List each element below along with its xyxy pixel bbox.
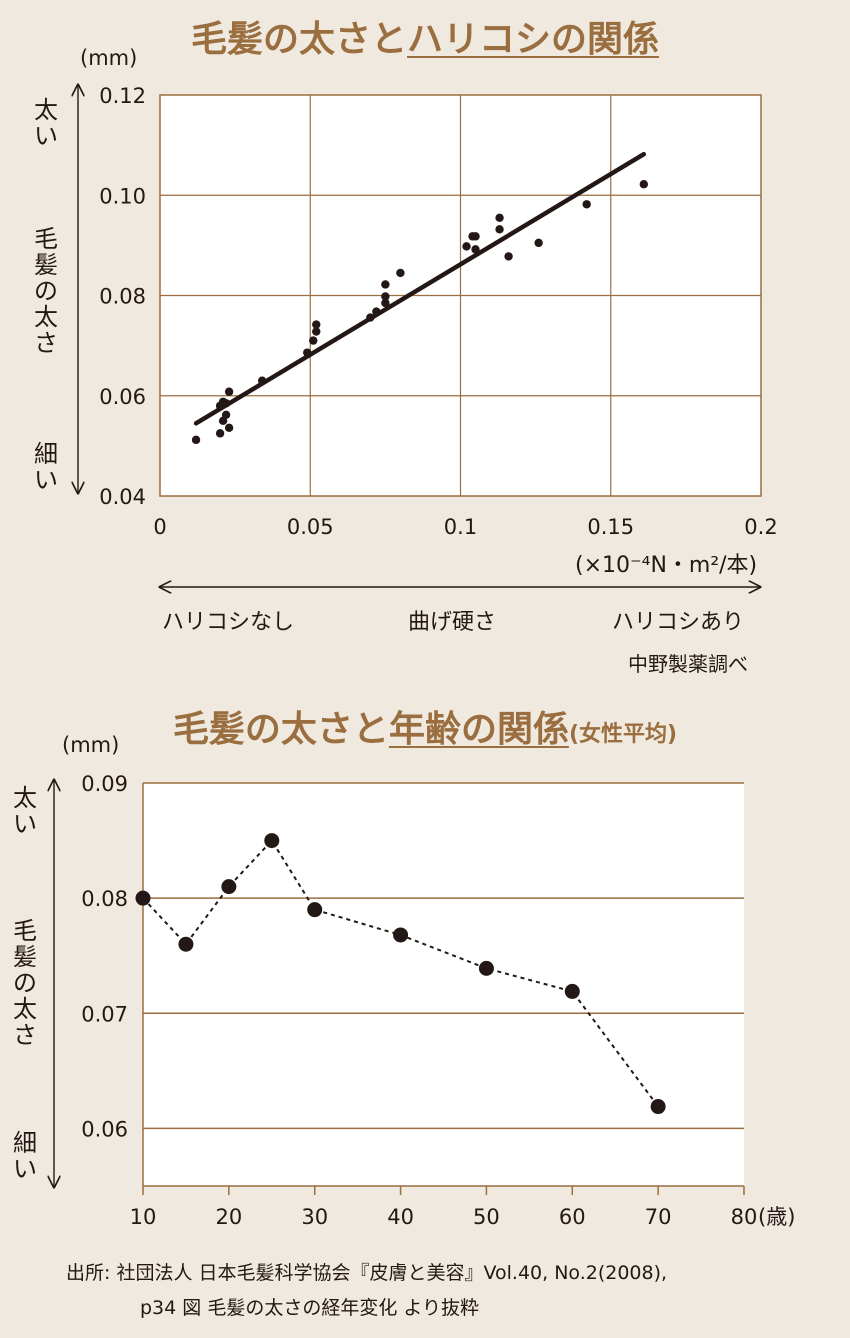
chart1-trend-line xyxy=(193,151,647,426)
chart1-y-tick-label: 0.08 xyxy=(99,285,146,309)
chart1-x-tick-label: 0 xyxy=(153,515,166,539)
chart1-y-mid-label: 毛髪の太さ xyxy=(34,225,58,357)
chart2-x-tick-label: 10 xyxy=(130,1205,157,1229)
chart1-data-point xyxy=(471,232,480,241)
chart1-x-unit: (×10⁻⁴N・m²/本) xyxy=(575,553,758,578)
chart1-data-point xyxy=(534,238,543,248)
chart2-data-point xyxy=(564,983,580,999)
chart2-x-tick-label: 60 xyxy=(559,1205,586,1229)
chart1-data-point xyxy=(224,423,234,433)
chart1-data-point xyxy=(462,242,471,251)
source-line-2: p34 図 毛髪の太さの経年変化 より抜粋 xyxy=(140,1297,479,1319)
chart2-data-point xyxy=(178,936,194,952)
chart1-data-point xyxy=(224,387,234,396)
chart2-x-tick-label: 20 xyxy=(215,1205,242,1229)
chart1-y-tick-label: 0.06 xyxy=(99,385,146,409)
chart2-data-point xyxy=(478,960,494,976)
chart1-data-point xyxy=(396,268,405,278)
chart1-data-point xyxy=(312,320,321,329)
chart1-data-point xyxy=(381,280,390,289)
chart1-data-point xyxy=(582,200,591,209)
chart2-y-tick-label: 0.07 xyxy=(81,1002,128,1026)
chart1-x-tick-label: 0.15 xyxy=(587,515,634,539)
chart2-plot-area xyxy=(143,783,744,1186)
chart1-data-point xyxy=(303,348,312,357)
chart1-data-point xyxy=(366,313,375,322)
chart2-x-tick-label: 30 xyxy=(301,1205,328,1229)
chart1-data-point xyxy=(215,429,225,438)
chart1-x-tick-label: 0.05 xyxy=(287,515,334,539)
chart1-data-point xyxy=(381,298,390,308)
chart1-data-point xyxy=(312,327,321,336)
chart1-y-tick-label: 0.10 xyxy=(99,184,146,208)
chart1-data-point xyxy=(257,376,267,385)
chart1-y-tick-label: 0.04 xyxy=(99,485,146,509)
chart1-credit: 中野製薬調べ xyxy=(628,652,748,676)
chart2-svg: 0.06 0.07 0.08 0.09 10 20 30 40 50 60 70 80 (歳) xyxy=(0,772,795,1229)
chart1-data-point xyxy=(381,292,390,301)
chart1-y-bottom-label: 細い xyxy=(34,440,58,494)
chart2-y-mid-label: 毛髪の太さ xyxy=(13,917,37,1049)
chart1-unit: (mm) xyxy=(80,46,138,70)
chart1-data-point xyxy=(191,435,201,445)
chart1-data-point xyxy=(639,180,649,189)
chart2-x-tick-label: 50 xyxy=(473,1205,500,1229)
chart1-x-mid-label: 曲げ硬さ xyxy=(408,610,497,635)
chart2-data-point xyxy=(393,927,409,943)
chart1-data-point xyxy=(221,410,231,419)
chart1-data-point xyxy=(372,307,381,316)
chart2-y-bottom-label: 細い xyxy=(13,1129,37,1183)
chart2-y-tick-label: 0.08 xyxy=(81,887,128,911)
source-line-1: 出所: 社団法人 日本毛髪科学協会『皮膚と美容』Vol.40, No.2(200… xyxy=(66,1262,668,1284)
chart1-data-point xyxy=(221,399,231,408)
chart2-data-point xyxy=(307,902,323,918)
chart1-x-tick-label: 0.2 xyxy=(744,515,777,539)
chart2-x-tick-label: 80 xyxy=(731,1205,758,1229)
chart2-data-point xyxy=(650,1099,666,1115)
chart2-y-tick-label: 0.09 xyxy=(81,772,128,796)
chart2-y-tick-label: 0.06 xyxy=(81,1117,128,1141)
chart1-x-left-label: ハリコシなし xyxy=(162,610,295,635)
chart1-x-right-label: ハリコシあり xyxy=(612,610,745,635)
chart1-y-tick-label: 0.12 xyxy=(99,84,146,108)
chart1-title: 毛髪の太さとハリコシの関係 xyxy=(190,19,660,60)
chart1-data-point xyxy=(309,336,318,345)
chart2-unit: (mm) xyxy=(62,733,120,757)
chart2-data-point xyxy=(264,833,280,849)
chart1-y-top-label: 太い xyxy=(34,96,58,150)
chart2-title: 毛髪の太さと年齢の関係(女性平均) xyxy=(172,709,678,750)
chart1-svg: 0.04 0.06 0.08 0.10 0.12 0 0.05 0.1 0.15 0.2 xyxy=(0,0,778,650)
chart1-data-point xyxy=(495,213,504,223)
chart2-x-axis-label: (歳) xyxy=(758,1205,795,1229)
chart1-data-point xyxy=(495,225,504,234)
chart2-data-point xyxy=(221,879,237,895)
chart2-data-point xyxy=(135,890,151,906)
chart2-y-top-label: 太い xyxy=(13,784,37,838)
chart2-x-tick-label: 40 xyxy=(387,1205,414,1229)
chart1-data-point xyxy=(471,245,480,254)
chart1-data-point xyxy=(504,252,513,261)
chart1-x-tick-label: 0.1 xyxy=(444,515,477,539)
chart2-x-tick-label: 70 xyxy=(645,1205,672,1229)
